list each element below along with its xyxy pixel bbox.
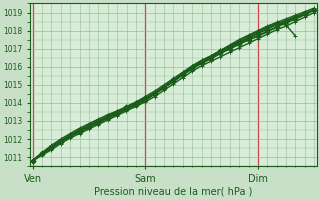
X-axis label: Pression niveau de la mer( hPa ): Pression niveau de la mer( hPa ) <box>94 187 252 197</box>
